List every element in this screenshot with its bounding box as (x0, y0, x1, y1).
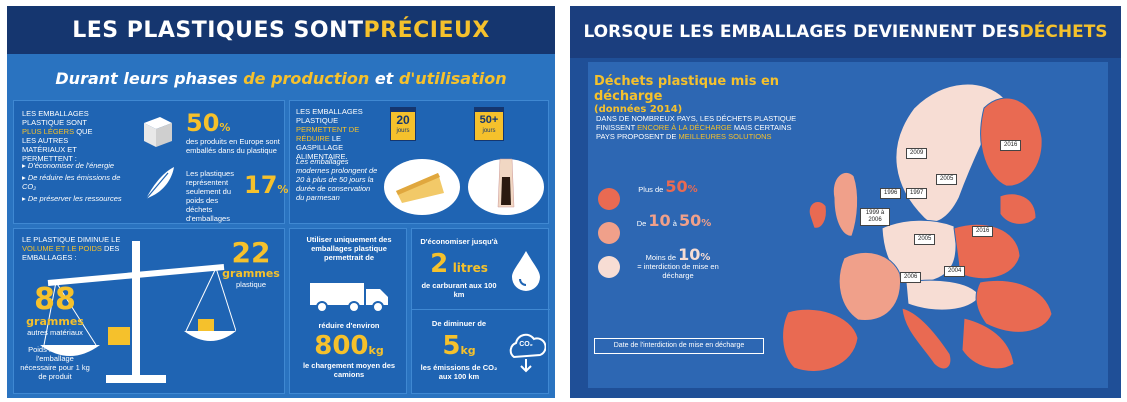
map-year-label: 2009 (906, 148, 928, 159)
map-year-label: 2006 (900, 272, 922, 283)
truck-text-a: Utiliser uniquement des emballages plast… (306, 235, 392, 262)
region-baltics (999, 193, 1037, 225)
region-uk (832, 171, 859, 237)
panel-truck-load: Utiliser uniquement des emballages plast… (289, 228, 407, 394)
right-page: LORSQUE LES EMBALLAGES DEVIENNENT DES DÉ… (570, 6, 1121, 398)
panel1-intro: LES EMBALLAGES PLASTIQUE SONT PLUS LÉGER… (22, 109, 102, 163)
co2-intro: De diminuer de (431, 319, 487, 328)
cheese-icon (384, 159, 460, 215)
subtitle-highlight: d'utilisation (398, 68, 507, 88)
legend-high: Plus de 50% (638, 177, 698, 196)
stat-caption: Les plastiques représentent seulement du… (186, 169, 234, 223)
landfill-map-panel: Déchets plastique mis en décharge (donné… (588, 62, 1108, 388)
legend-mid-swatch (598, 222, 620, 244)
title-highlight: DÉCHETS (1019, 22, 1108, 42)
region-scandinavia (895, 83, 1005, 223)
map-year-label: 2004 (944, 266, 966, 277)
scale-note: Poids moyen de l'emballage nécessaire po… (20, 345, 90, 381)
region-balkans (961, 317, 1015, 370)
fuel-intro: D'économiser jusqu'à (420, 237, 498, 246)
subtitle-highlight: de production (243, 68, 370, 88)
box-icon (144, 117, 172, 147)
region-iberia (782, 308, 859, 372)
subtitle-part: Durant leurs phases (55, 68, 238, 88)
truck-value: 800kg (314, 331, 384, 361)
panel2-body: Les emballages modernes prolongent de 20… (296, 157, 378, 202)
right-page-title: LORSQUE LES EMBALLAGES DEVIENNENT DES DÉ… (570, 6, 1121, 58)
legend-mid: De 10 à 50% (636, 211, 712, 230)
region-alps (905, 279, 981, 311)
left-subtitle: Durant leurs phases de production et d'u… (7, 58, 555, 98)
panel-weight-scale: LE PLASTIQUE DIMINUE LE VOLUME ET LE POI… (13, 228, 285, 394)
plastic-weight: 22 grammes plastique (222, 236, 280, 290)
intro-highlight: PLUS LÉGERS (22, 127, 75, 136)
panel-fuel-co2: D'économiser jusqu'à 2 litres de carbura… (411, 228, 550, 394)
list-item: ▸ De réduire les émissions de CO₂ (22, 173, 121, 191)
region-romania (975, 280, 1053, 333)
stat-caption: des produits en Europe sont emballés dan… (186, 137, 280, 155)
subtitle-part: et (374, 68, 394, 88)
calendar-50-days: 50+ jours (474, 107, 504, 141)
legend-low: Moins de 10% = interdiction de mise en d… (637, 245, 719, 281)
divider (412, 309, 550, 310)
intro-text: LES EMBALLAGES PLASTIQUE SONT (22, 109, 89, 127)
co2-value: 5kg (442, 331, 476, 361)
map-year-label: 2005 (936, 174, 958, 185)
co2-cloud-icon: CO₂ (506, 329, 547, 375)
balance-scale-icon (40, 241, 236, 383)
map-year-label: 1997 (906, 188, 928, 199)
region-ireland (808, 201, 827, 229)
wrapped-cheese-icon (468, 158, 544, 215)
fuel-text: de carburant aux 100 km (421, 281, 497, 299)
co2-text: les émissions de CO₂ aux 100 km (420, 363, 498, 381)
region-poland (953, 223, 1021, 280)
title-text: LORSQUE LES EMBALLAGES DEVIENNENT DES (583, 22, 1020, 42)
panel-food-waste: LES EMBALLAGES PLASTIQUE PERMETTENT DE R… (289, 100, 549, 224)
truck-text-b: réduire d'environ (318, 321, 380, 330)
europe-map (782, 83, 1053, 372)
map-year-label: 2016 (972, 226, 994, 237)
other-materials-weight: 88 grammes autres matériaux Poids moyen … (20, 282, 90, 382)
title-highlight: PRÉCIEUX (363, 17, 490, 43)
ban-date-legend: Date de l'interdiction de mise en déchar… (594, 338, 764, 354)
list-item: ▸ D'économiser de l'énergie (22, 161, 115, 170)
title-text: LES PLASTIQUES SONT (72, 17, 364, 43)
left-page: LES PLASTIQUES SONT PRÉCIEUX Durant leur… (7, 6, 555, 398)
list-item: ▸ De préserver les ressources (22, 194, 122, 203)
calendar-20-days: 20 jours (390, 107, 416, 141)
left-page-title: LES PLASTIQUES SONT PRÉCIEUX (7, 6, 555, 54)
intro-text: QUE LES AUTRES MATÉRIAUX ET PERMETTENT : (22, 127, 93, 163)
map-year-label: 2016 (1000, 140, 1022, 151)
panel2-intro: LES EMBALLAGES PLASTIQUE PERMETTENT DE R… (296, 107, 363, 161)
feather-icon (145, 167, 174, 200)
fuel-value: 2 litres (430, 249, 488, 279)
truck-text-c: le chargement moyen des camions (302, 361, 396, 379)
stat-50-percent: 50% des produits en Europe sont emballés… (186, 109, 282, 155)
map-heading: Déchets plastique mis en décharge (donné… (594, 74, 780, 115)
panel3-intro: LE PLASTIQUE DIMINUE LE VOLUME ET LE POI… (22, 235, 121, 262)
legend-low-swatch (598, 256, 620, 278)
map-year-label: 2005 (914, 234, 936, 245)
benefits-list: ▸ D'économiser de l'énergie ▸ De réduire… (22, 161, 122, 203)
fuel-drop-icon (512, 251, 540, 291)
panel-lighter-materials: LES EMBALLAGES PLASTIQUE SONT PLUS LÉGER… (13, 100, 288, 224)
map-year-label: 1999 à 2006 (860, 208, 890, 226)
legend-high-swatch (598, 188, 620, 210)
map-intro: DANS DE NOMBREUX PAYS, LES DÉCHETS PLAST… (596, 114, 797, 141)
region-italy (901, 307, 952, 370)
truck-icon (310, 283, 388, 313)
region-france (838, 251, 902, 321)
map-year-label: 1996 (880, 188, 902, 199)
